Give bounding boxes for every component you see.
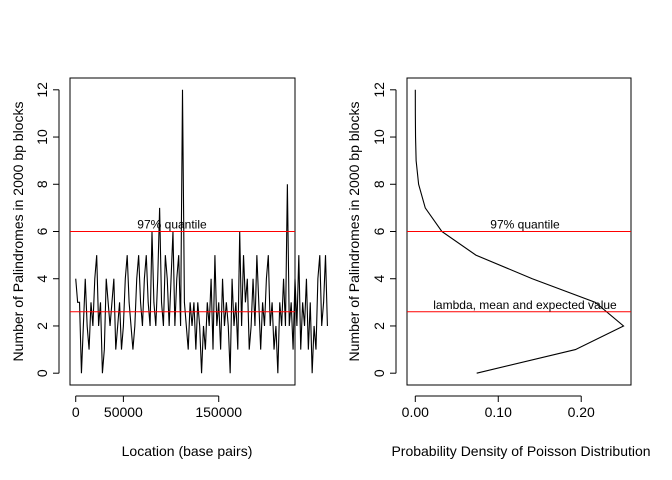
y-tick-label: 2 <box>371 322 387 330</box>
y-tick-label: 6 <box>371 227 387 235</box>
x-tick-label: 0.20 <box>568 404 595 420</box>
y-tick-label: 10 <box>34 129 50 145</box>
x-tick-label: 0.10 <box>485 404 512 420</box>
y-axis-label: Number of Palindromes in 2000 bp blocks <box>10 102 26 362</box>
y-tick-label: 4 <box>371 275 387 283</box>
x-tick-label: 50000 <box>104 404 143 420</box>
x-tick-label: 150000 <box>195 404 242 420</box>
poisson-density-plot: 0.00 0.10 0.20 0 2 4 6 8 10 12 Probability Density… <box>346 77 651 459</box>
y-tick-label: 4 <box>34 275 50 283</box>
x-tick-label: 0.00 <box>402 404 429 420</box>
y-tick-label: 12 <box>371 82 387 98</box>
reference-line-label: lambda, mean and expected value <box>433 298 617 312</box>
y-tick-label: 2 <box>34 322 50 330</box>
palindrome-location-plot: 0 50000 150000 0 2 4 6 8 10 12 Location (base pair… <box>10 77 328 459</box>
x-axis-label: Probability Density of Poisson Distribut… <box>391 443 650 459</box>
y-tick-label: 8 <box>371 180 387 188</box>
reference-line-label: 97% quantile <box>490 218 560 232</box>
y-tick-label: 0 <box>371 369 387 377</box>
y-tick-label: 10 <box>371 129 387 145</box>
y-tick-label: 0 <box>34 369 50 377</box>
y-tick-label: 8 <box>34 180 50 188</box>
y-axis-label: Number of Palindromes in 2000 bp blocks <box>346 102 362 362</box>
x-tick-label: 0 <box>72 404 80 420</box>
data-series-line <box>75 89 328 374</box>
y-tick-label: 12 <box>34 82 50 98</box>
x-axis-label: Location (base pairs) <box>122 443 253 459</box>
reference-line-label: 97% quantile <box>137 218 207 232</box>
y-tick-label: 6 <box>34 227 50 235</box>
